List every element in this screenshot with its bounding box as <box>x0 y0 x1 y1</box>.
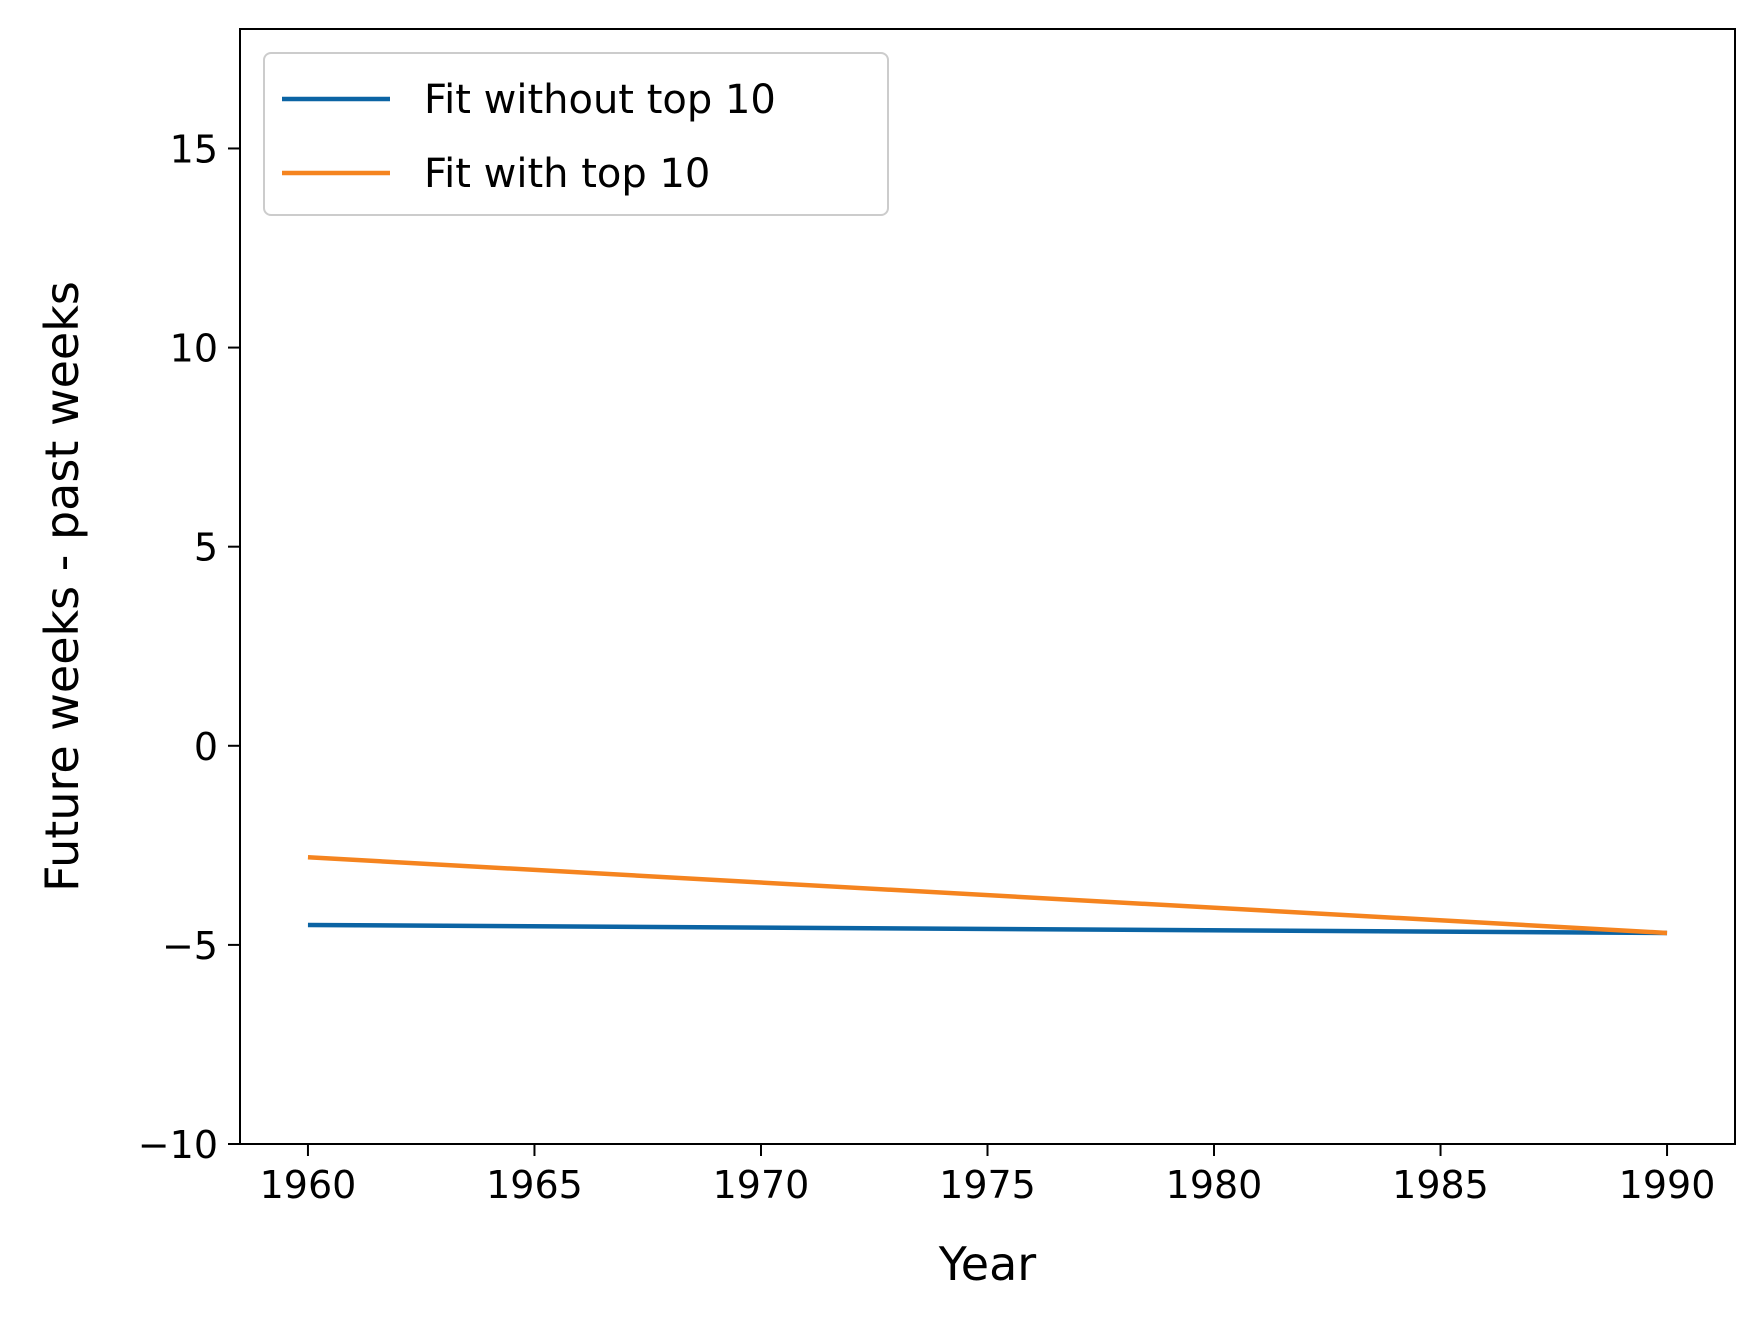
y-axis: −10 −5 0 5 10 15 <box>138 127 240 1167</box>
y-tick-label: −5 <box>162 924 218 968</box>
y-axis-title: Future weeks - past weeks <box>35 281 89 892</box>
x-tick-label: 1960 <box>260 1163 357 1207</box>
legend-label-2: Fit with top 10 <box>424 151 710 197</box>
x-tick-label: 1980 <box>1166 1163 1263 1207</box>
y-tick-label: −10 <box>138 1123 218 1167</box>
series-line-2 <box>307 855 1668 936</box>
x-tick-label: 1985 <box>1392 1163 1489 1207</box>
y-tick-label: 10 <box>170 327 218 371</box>
y-tick-label: 5 <box>194 526 218 570</box>
series-group <box>307 855 1668 936</box>
x-tick-label: 1975 <box>939 1163 1036 1207</box>
legend-box <box>263 52 889 216</box>
series-line-1 <box>307 922 1668 936</box>
y-tick-label: 0 <box>194 725 218 769</box>
x-tick-label: 1965 <box>486 1163 583 1207</box>
y-tick-label: 15 <box>170 127 218 171</box>
x-tick-label: 1970 <box>713 1163 810 1207</box>
legend-label-1: Fit without top 10 <box>424 77 776 123</box>
x-axis: 1960 1965 1970 1975 1980 1985 1990 <box>260 1144 1716 1207</box>
x-tick-label: 1990 <box>1619 1163 1716 1207</box>
x-axis-title: Year <box>938 1237 1036 1291</box>
legend: Fit without top 10 Fit with top 10 <box>263 52 889 216</box>
